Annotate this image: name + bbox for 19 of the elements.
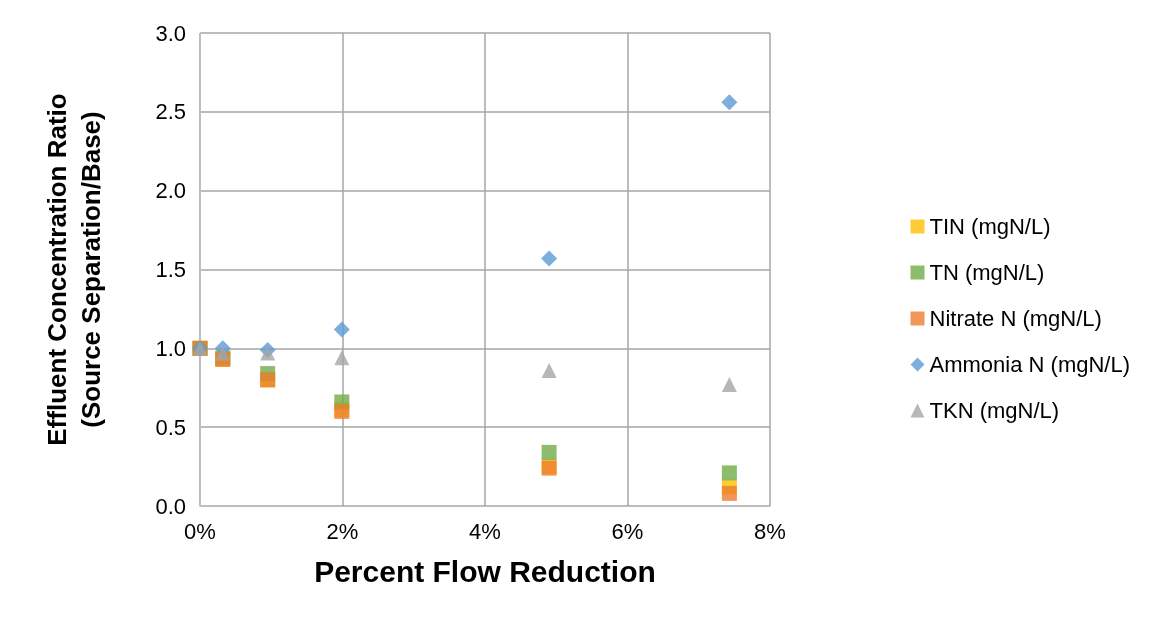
- y-tick-label: 1.5: [155, 257, 186, 282]
- y-tick-label: 2.5: [155, 99, 186, 125]
- x-axis-title: Percent Flow Reduction: [314, 554, 656, 588]
- legend-label: Nitrate N (mgN/L): [929, 306, 1102, 331]
- y-tick-label: 2.0: [155, 178, 186, 204]
- x-tick-label: 6%: [611, 518, 644, 544]
- x-tick-label: 8%: [754, 518, 786, 544]
- x-tick-label: 0%: [184, 518, 216, 544]
- y-tick-label: 0.0: [155, 493, 186, 519]
- x-tick-label: 2%: [326, 518, 359, 544]
- legend-label: Ammonia N (mgN/L): [929, 352, 1130, 377]
- legend-label: TIN (mgN/L): [929, 214, 1051, 239]
- y-tick-label: 3.0: [155, 20, 186, 46]
- legend-label: TKN (mgN/L): [929, 398, 1060, 423]
- y-tick-label: 0.5: [155, 414, 186, 440]
- y-axis-title: Effluent Concentration Ratio (Source Separation/Base): [42, 93, 106, 446]
- legend-label: TN (mgN/L): [929, 260, 1045, 285]
- x-tick-label: 4%: [469, 518, 501, 544]
- y-tick-label: 1.0: [155, 335, 186, 361]
